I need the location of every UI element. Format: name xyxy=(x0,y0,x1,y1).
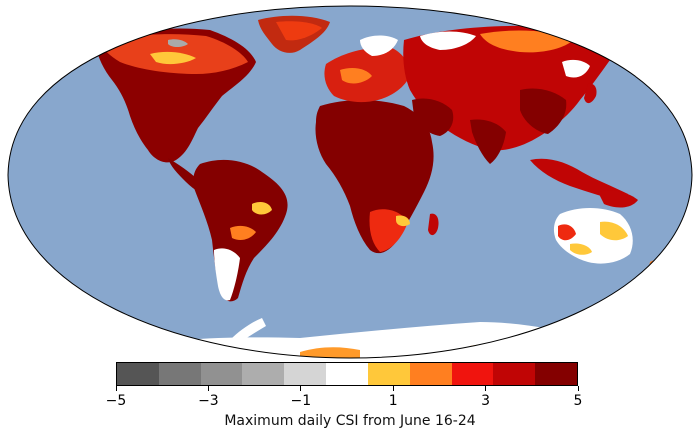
south-america-heat xyxy=(230,225,256,240)
colorbar-segment-1 xyxy=(158,363,201,385)
antarctic-peninsula xyxy=(230,318,266,344)
europe-heat xyxy=(340,68,372,84)
new-zealand xyxy=(648,260,661,278)
colorbar-segment-9 xyxy=(493,363,536,385)
tick-label: 1 xyxy=(388,393,398,409)
madagascar xyxy=(428,213,439,236)
australia-east-warm xyxy=(600,221,628,241)
antarctica-heat-east xyxy=(470,342,560,356)
tick-label: 5 xyxy=(573,393,583,409)
tick-mark xyxy=(577,386,579,391)
africa-cool-spot xyxy=(396,215,410,227)
tick-label: 3 xyxy=(481,393,491,409)
colorbar-segment-2 xyxy=(200,363,243,385)
russia-far-east-cool xyxy=(562,59,590,78)
tick-mark xyxy=(392,386,394,391)
greenland-hot-core xyxy=(276,21,322,41)
africa xyxy=(315,100,434,254)
india xyxy=(470,119,506,164)
colorbar-segment-6 xyxy=(367,363,410,385)
tick-mark xyxy=(115,386,117,391)
east-asia xyxy=(520,88,567,134)
japan xyxy=(584,83,597,104)
canada-cool xyxy=(168,39,188,47)
new-guinea xyxy=(598,190,638,208)
map-canvas xyxy=(7,5,693,359)
australia-southwest-warm xyxy=(570,243,592,255)
colorbar-segment-10 xyxy=(535,363,577,385)
australia-west-heat xyxy=(558,224,576,241)
siberia-cool xyxy=(420,31,476,50)
world-map xyxy=(7,5,693,359)
tick-mark xyxy=(485,386,487,391)
colorbar-ticks: −5 −3 −1 1 3 5 xyxy=(106,386,582,410)
colorbar-segment-3 xyxy=(242,363,285,385)
north-america-cool-patch xyxy=(150,51,196,65)
tick-mark xyxy=(207,386,209,391)
globe-outline xyxy=(7,5,693,359)
brazil-cool-spot xyxy=(252,202,272,215)
colorbar-label: Maximum daily CSI from June 16-24 xyxy=(224,413,476,429)
colorbar xyxy=(116,362,578,386)
colorbar-segment-4 xyxy=(284,363,327,385)
tick-label: −3 xyxy=(198,393,219,409)
tick-label: −5 xyxy=(105,393,127,409)
colorbar-segment-0 xyxy=(117,363,159,385)
colorbar-segment-7 xyxy=(409,363,452,385)
colorbar-segment-5 xyxy=(326,363,368,385)
siberia-warm xyxy=(480,30,576,53)
middle-east xyxy=(412,98,454,136)
tick-label: −1 xyxy=(290,393,312,409)
south-america-south-cool xyxy=(214,248,240,301)
antarctica-heat-west xyxy=(300,347,360,358)
colorbar-segment-8 xyxy=(451,363,494,385)
scandinavia xyxy=(360,35,398,56)
tick-mark xyxy=(300,386,302,391)
